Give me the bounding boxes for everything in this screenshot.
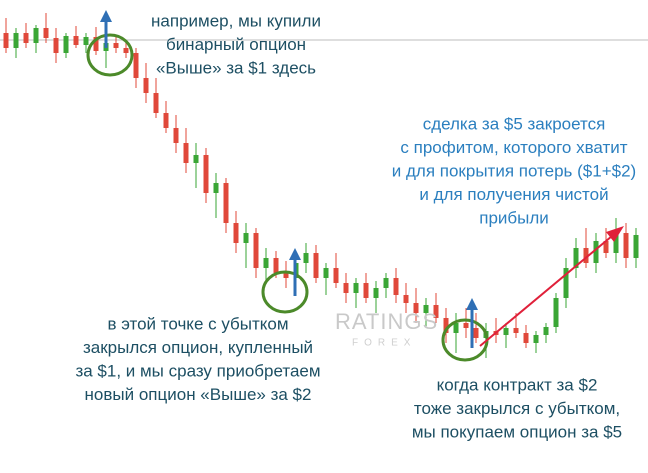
candle-body: [33, 28, 39, 43]
annotation-line: в этой точке с убытком: [107, 314, 288, 333]
annotation-line: мы покупаем опцион за $5: [412, 422, 622, 441]
candle-body: [263, 258, 269, 268]
circle: [86, 33, 134, 77]
annotation-line: сделка за $5 закроется: [423, 114, 606, 133]
annotation-line: закрылся опцион, купленный: [83, 338, 313, 357]
candle-body: [583, 248, 589, 263]
candle-body: [463, 323, 469, 328]
candle-body: [203, 155, 209, 193]
candle-body: [223, 183, 229, 223]
candle-body: [133, 53, 139, 78]
watermark: RATINGS: [335, 309, 438, 334]
candle-body: [433, 305, 439, 318]
candle-body: [603, 241, 609, 253]
annotation-line: «Выше» за $1 здесь: [156, 58, 316, 77]
red-arrow-head: [606, 226, 624, 242]
candle-body: [393, 278, 399, 295]
candle-body: [563, 268, 569, 298]
candle-body: [633, 235, 639, 258]
candle-body: [523, 333, 529, 343]
annotation-line: новый опцион «Выше» за $2: [85, 385, 312, 404]
candle-body: [403, 295, 409, 303]
annotation-line: например, мы купили: [151, 11, 321, 30]
candle-body: [303, 253, 309, 263]
candle-body: [53, 38, 59, 53]
candle-body: [423, 305, 429, 313]
candle-body: [413, 303, 419, 313]
candle-body: [13, 33, 19, 48]
candle-body: [93, 37, 99, 51]
candle-body: [143, 78, 149, 93]
candle-body: [283, 273, 289, 278]
candle-body: [313, 253, 319, 278]
candle-body: [573, 248, 579, 268]
candle-body: [553, 298, 559, 327]
candle-body: [333, 268, 339, 283]
annotation-line: когда контракт за $2: [437, 375, 598, 394]
candle-body: [343, 283, 349, 293]
annotation-line: и для покрытия потерь ($1+$2): [392, 161, 636, 180]
candle-body: [513, 328, 519, 333]
candle-body: [273, 258, 279, 273]
annotation-line: тоже закрылся с убытком,: [414, 399, 620, 418]
candle-body: [593, 241, 599, 263]
candle-body: [43, 28, 49, 38]
annotation-line: с профитом, которого хватит: [400, 138, 627, 157]
candle-body: [623, 233, 629, 258]
arrow-head: [289, 248, 301, 260]
candle-body: [323, 268, 329, 278]
annotations: например, мы купили бинарный опцион «Выше»…: [75, 11, 636, 441]
annotation-line: за $1, и мы сразу приобретаем: [75, 361, 320, 380]
candle-body: [73, 36, 79, 45]
red-arrow: [479, 235, 613, 347]
arrow-head: [466, 298, 478, 310]
candle-body: [533, 335, 539, 343]
candle-body: [443, 318, 449, 333]
annotation-line: бинарный опцион: [166, 35, 306, 54]
candle-body: [613, 233, 619, 253]
candle-body: [253, 233, 259, 268]
candle-body: [3, 33, 9, 48]
candle-body: [83, 37, 89, 45]
candle-body: [183, 143, 189, 163]
annotation-line: прибыли: [479, 208, 549, 227]
watermark-sub: FOREX: [352, 338, 416, 349]
arrows: [100, 10, 478, 348]
candle-body: [363, 283, 369, 298]
candle-body: [243, 233, 249, 243]
circle: [261, 270, 309, 314]
candle-body: [163, 113, 169, 128]
candle-body: [473, 328, 479, 338]
candle-body: [233, 223, 239, 243]
candle-body: [213, 183, 219, 193]
candle-body: [353, 283, 359, 293]
candle-body: [543, 327, 549, 335]
annotation-line: и для получения чистой: [419, 185, 608, 204]
candle-body: [153, 93, 159, 113]
candle-body: [173, 128, 179, 143]
candle-body: [383, 278, 389, 288]
candle-body: [113, 43, 119, 48]
candle-body: [23, 33, 29, 43]
candle-body: [193, 155, 199, 163]
candle-body: [503, 328, 509, 335]
candle-body: [63, 36, 69, 53]
candle-body: [373, 288, 379, 298]
candle-body: [123, 48, 129, 53]
candle-body: [453, 323, 459, 333]
arrow-head: [100, 10, 112, 22]
